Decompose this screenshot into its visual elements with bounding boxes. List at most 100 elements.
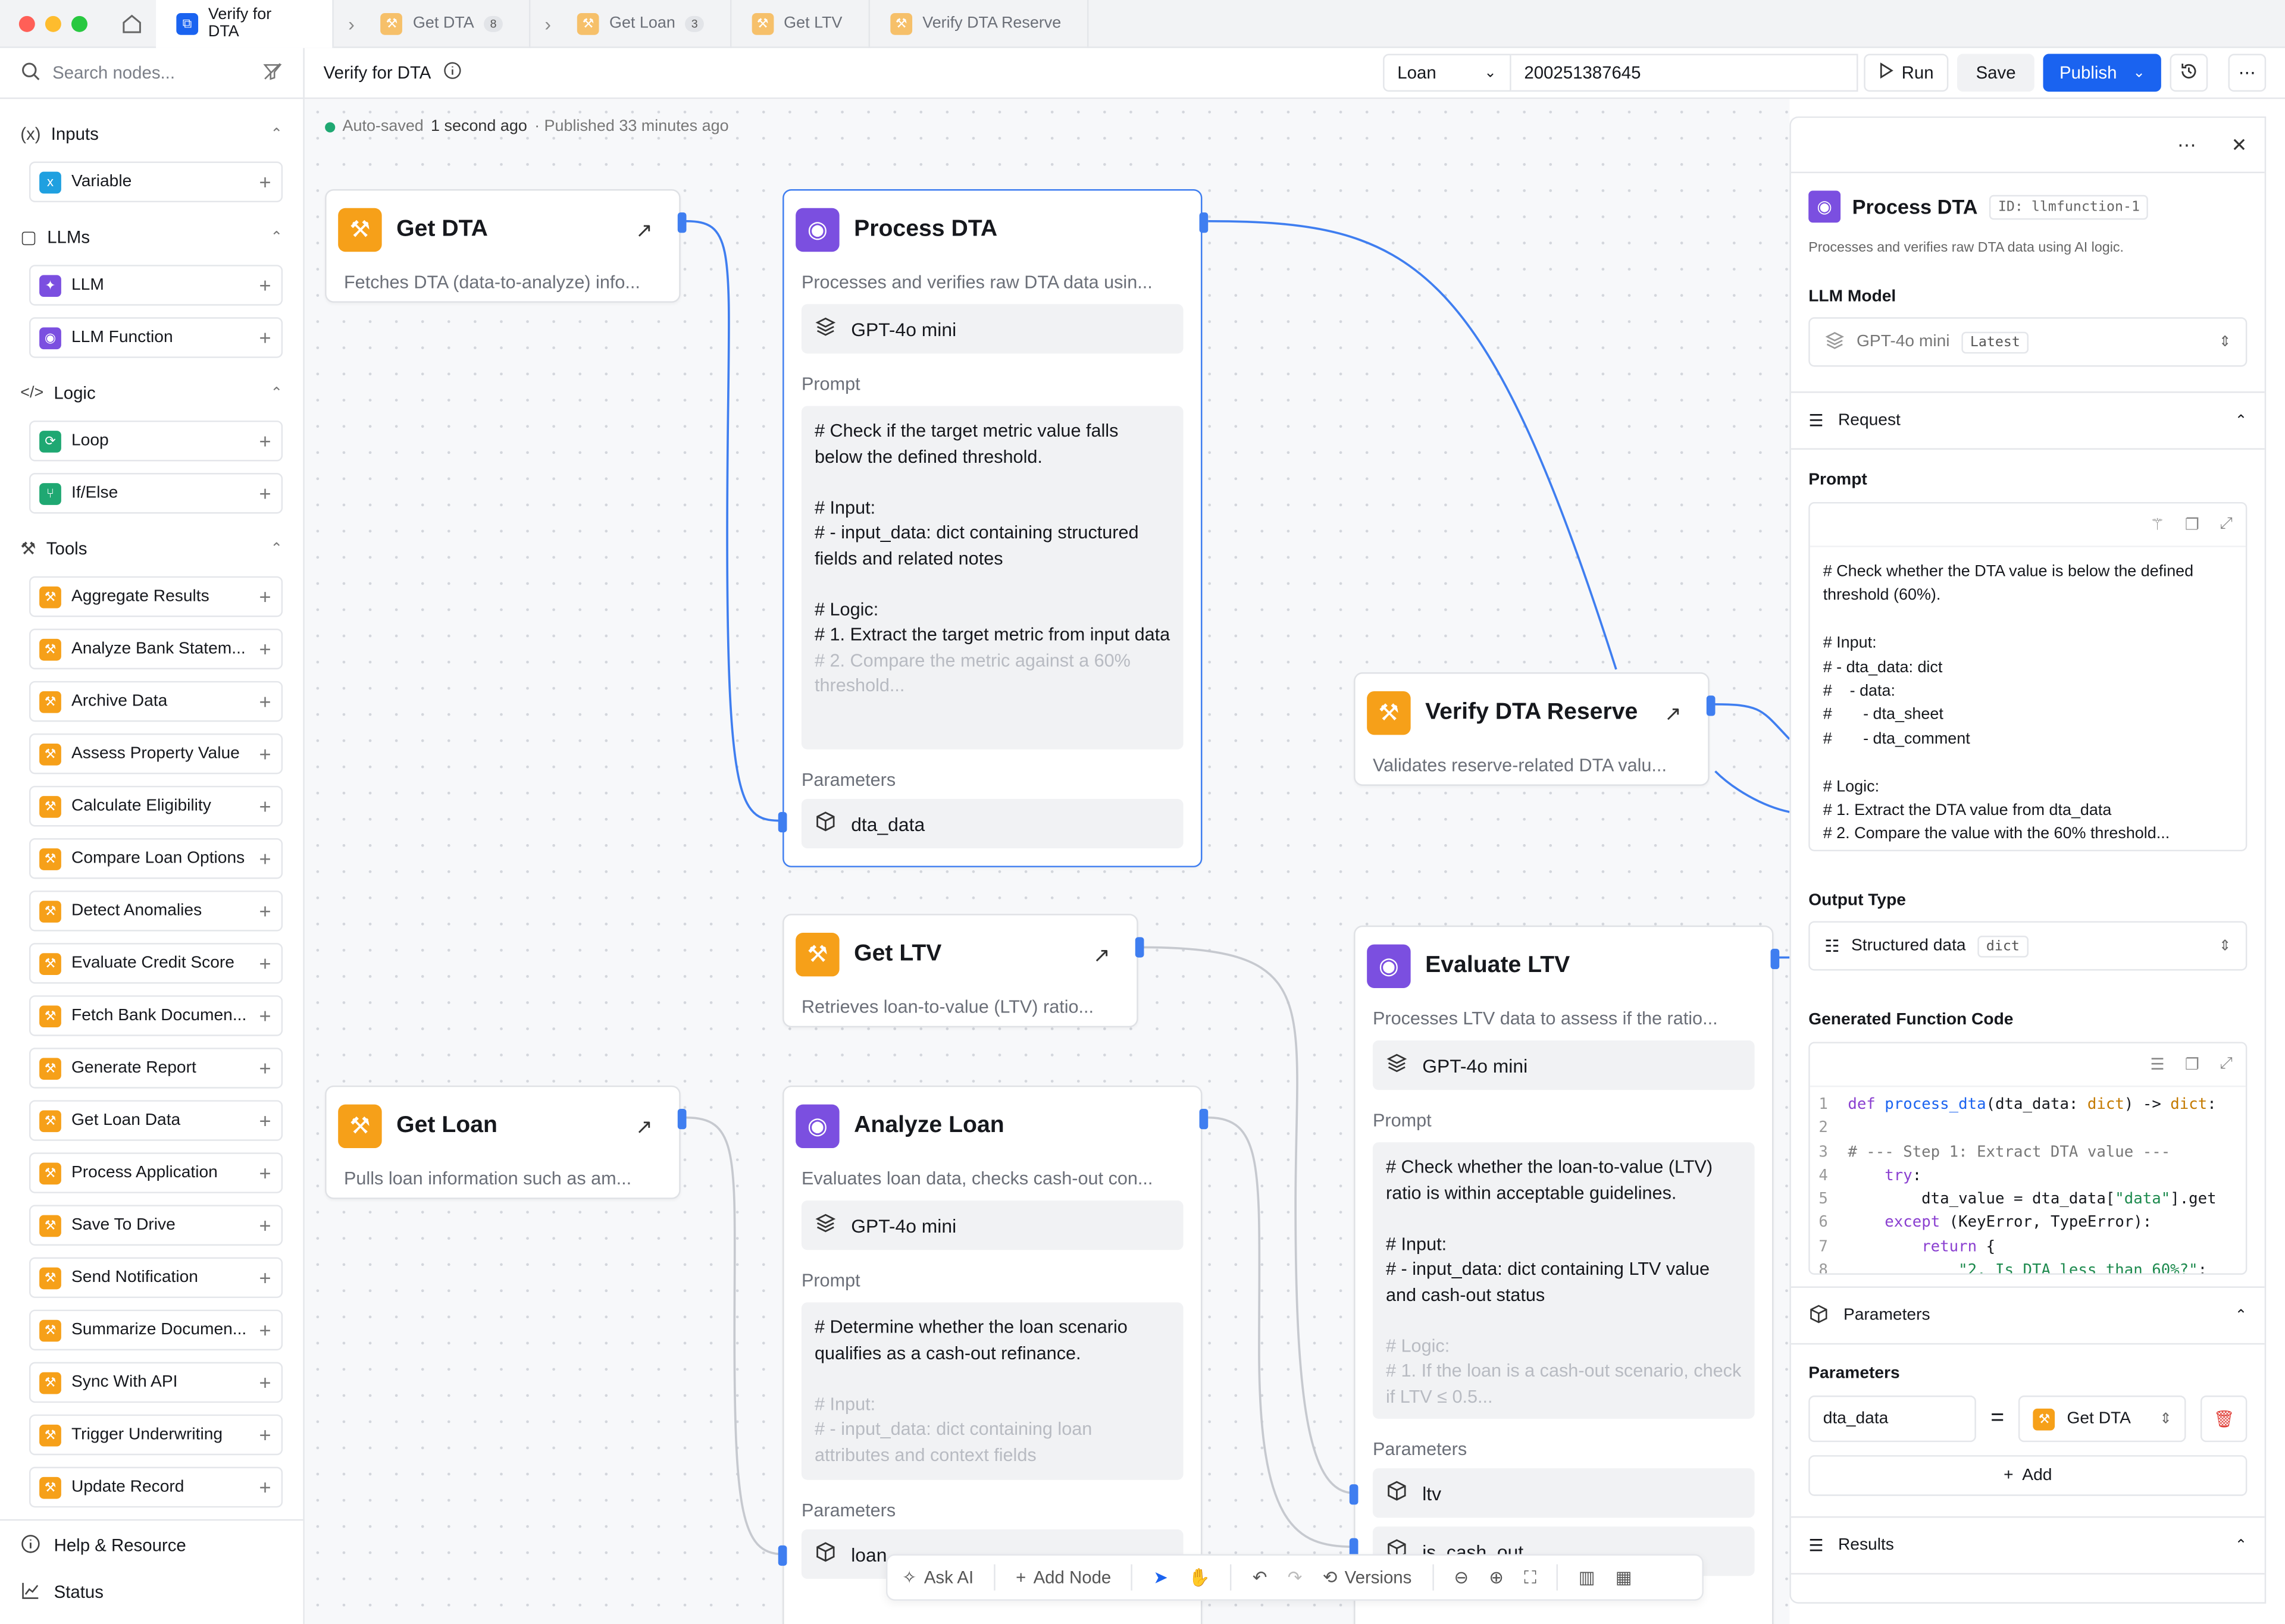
sidebar-item-tool[interactable]: ⚒ Save To Drive + <box>29 1205 283 1246</box>
node-process-dta[interactable]: ◉ Process DTA Processes and verifies raw… <box>778 189 1209 867</box>
sidebar-item-tool[interactable]: ⚒ Compare Loan Options + <box>29 838 283 879</box>
code-viewer[interactable]: ☰ ❐ ⤢ 1 def process_dta(dta_data: dict) -… <box>1808 1042 2248 1275</box>
output-port[interactable] <box>1770 948 1780 970</box>
plus-icon[interactable]: + <box>259 847 271 870</box>
results-section-header[interactable]: ☰ Results ⌃ <box>1791 1516 2265 1575</box>
add-node-button[interactable]: + Add Node <box>1016 1567 1111 1588</box>
plus-icon[interactable]: + <box>259 585 271 609</box>
sidebar-item-loop[interactable]: ⟳ Loop + <box>29 420 283 462</box>
versions-button[interactable]: ⟲ Versions <box>1323 1567 1412 1588</box>
sidebar-item-tool[interactable]: ⚒ Generate Report + <box>29 1048 283 1089</box>
more-menu-button[interactable]: ⋯ <box>2228 54 2267 92</box>
plus-icon[interactable]: + <box>259 429 271 453</box>
sidebar-item-llm-function[interactable]: ◉ LLM Function + <box>29 317 283 358</box>
plus-icon[interactable]: + <box>259 899 271 923</box>
output-port[interactable] <box>1135 937 1144 958</box>
expand-icon[interactable]: ⤢ <box>2220 1055 2233 1073</box>
close-icon[interactable]: ✕ <box>2231 133 2248 155</box>
arrow-up-right-icon[interactable]: ↗ <box>1664 700 1682 724</box>
home-icon[interactable] <box>108 0 156 48</box>
sidebar-item-tool[interactable]: ⚒ Summarize Documen... + <box>29 1309 283 1351</box>
save-button[interactable]: Save <box>1957 54 2035 92</box>
node-get-loan[interactable]: ⚒ Get Loan ↗ Pulls loan information such… <box>325 1085 687 1199</box>
hand-tool-icon[interactable]: ✋ <box>1188 1567 1210 1588</box>
arrow-up-right-icon[interactable]: ↗ <box>1093 942 1110 966</box>
zoom-out-icon[interactable]: ⊖ <box>1454 1567 1469 1588</box>
tab-verify-for-dta[interactable]: ⧉ Verify for DTA <box>156 0 334 48</box>
sidebar-item-tool[interactable]: ⚒ Fetch Bank Documen... + <box>29 995 283 1036</box>
add-parameter-button[interactable]: + Add <box>1808 1455 2248 1496</box>
tab-get-ltv[interactable]: ⚒ Get LTV <box>731 0 871 48</box>
sidebar-item-tool[interactable]: ⚒ Evaluate Credit Score + <box>29 943 283 984</box>
node-get-ltv[interactable]: ⚒ Get LTV ↗ Retrieves loan-to-value (LTV… <box>782 914 1144 1028</box>
node-analyze-loan[interactable]: ◉ Analyze Loan Evaluates loan data, chec… <box>778 1085 1209 1624</box>
grid-layout-icon[interactable]: ▦ <box>1615 1567 1632 1588</box>
llm-model-select[interactable]: GPT-4o mini Latest ⇕ <box>1808 317 2248 367</box>
sidebar-item-tool[interactable]: ⚒ Send Notification + <box>29 1257 283 1299</box>
parameters-section-header[interactable]: Parameters ⌃ <box>1791 1286 2265 1345</box>
entity-type-select[interactable]: Loan ⌄ <box>1382 54 1511 92</box>
output-port[interactable] <box>1199 212 1209 233</box>
sidebar-item-tool[interactable]: ⚒ Calculate Eligibility + <box>29 785 283 827</box>
fit-view-icon[interactable]: ⛶ <box>1524 1566 1536 1587</box>
redo-icon[interactable]: ↷ <box>1287 1567 1303 1588</box>
publish-button[interactable]: Publish ⌄ <box>2043 54 2161 92</box>
node-get-dta[interactable]: ⚒ Get DTA ↗ Fetches DTA (data-to-analyze… <box>325 189 687 303</box>
plus-icon[interactable]: + <box>259 689 271 713</box>
section-header[interactable]: ▢ LLMs ⌃ <box>20 221 283 253</box>
status-link[interactable]: Status <box>20 1570 283 1613</box>
format-list-icon[interactable]: ☰ <box>2150 1056 2165 1074</box>
section-header[interactable]: (x) Inputs ⌃ <box>20 118 283 150</box>
sidebar-item-if-else[interactable]: ⑂ If/Else + <box>29 473 283 514</box>
arrow-up-right-icon[interactable]: ↗ <box>636 217 653 241</box>
plus-icon[interactable]: + <box>259 742 271 766</box>
parameter-name-input[interactable]: dta_data <box>1808 1395 1976 1443</box>
more-icon[interactable]: ⋯ <box>2177 133 2196 155</box>
run-button[interactable]: Run <box>1863 54 1949 92</box>
history-button[interactable] <box>2170 54 2208 92</box>
undo-icon[interactable]: ↶ <box>1252 1567 1267 1588</box>
input-port[interactable] <box>778 811 787 833</box>
input-port[interactable] <box>1349 1538 1359 1559</box>
sidebar-item-tool[interactable]: ⚒ Process Application + <box>29 1152 283 1193</box>
sidebar-item-tool[interactable]: ⚒ Archive Data + <box>29 681 283 722</box>
minimize-window-button[interactable] <box>45 15 61 32</box>
magic-wand-icon[interactable]: ⚚ <box>2150 516 2165 534</box>
copy-icon[interactable]: ❐ <box>2184 1056 2199 1074</box>
zoom-in-icon[interactable]: ⊕ <box>1489 1567 1504 1588</box>
sidebar-item-tool[interactable]: ⚒ Trigger Underwriting + <box>29 1414 283 1456</box>
sidebar-item-tool[interactable]: ⚒ Get Loan Data + <box>29 1100 283 1141</box>
sidebar-item-variable[interactable]: x Variable + <box>29 161 283 203</box>
plus-icon[interactable]: + <box>259 1371 271 1394</box>
sidebar-item-tool[interactable]: ⚒ Sync With API + <box>29 1362 283 1403</box>
plus-icon[interactable]: + <box>259 1109 271 1133</box>
input-port[interactable] <box>1349 1484 1359 1505</box>
sidebar-item-llm[interactable]: ✦ LLM + <box>29 265 283 306</box>
sidebar-item-tool[interactable]: ⚒ Aggregate Results + <box>29 576 283 617</box>
sidebar-item-tool[interactable]: ⚒ Analyze Bank Statem... + <box>29 628 283 670</box>
minimap-icon[interactable]: ▥ <box>1578 1567 1595 1588</box>
output-port[interactable] <box>677 212 687 233</box>
plus-icon[interactable]: + <box>259 481 271 505</box>
expand-icon[interactable]: ⤢ <box>2220 515 2233 533</box>
plus-icon[interactable]: + <box>259 1004 271 1028</box>
plus-icon[interactable]: + <box>259 794 271 818</box>
request-section-header[interactable]: ☰ Request ⌃ <box>1791 391 2265 450</box>
filter-off-icon[interactable] <box>262 61 283 86</box>
tab-get-dta[interactable]: ⚒ Get DTA 8 <box>361 0 530 48</box>
entity-id-input[interactable]: 200251387645 <box>1511 54 1858 92</box>
plus-icon[interactable]: + <box>259 1214 271 1237</box>
output-type-select[interactable]: ☷ Structured data dict ⇕ <box>1808 921 2248 971</box>
plus-icon[interactable]: + <box>259 1266 271 1290</box>
tab-verify-dta-reserve[interactable]: ⚒ Verify DTA Reserve <box>870 0 1089 48</box>
ask-ai-button[interactable]: ✧ Ask AI <box>902 1567 974 1588</box>
workflow-canvas[interactable]: Auto-saved 1 second ago · Published 33 m… <box>304 99 1790 1624</box>
output-port[interactable] <box>677 1109 687 1130</box>
sidebar-item-tool[interactable]: ⚒ Detect Anomalies + <box>29 891 283 932</box>
plus-icon[interactable]: + <box>259 1056 271 1080</box>
plus-icon[interactable]: + <box>259 325 271 350</box>
sidebar-item-tool[interactable]: ⚒ Assess Property Value + <box>29 733 283 775</box>
plus-icon[interactable]: + <box>259 1161 271 1185</box>
section-header[interactable]: ⚒ Tools ⌃ <box>20 532 283 565</box>
copy-icon[interactable]: ❐ <box>2184 516 2199 534</box>
